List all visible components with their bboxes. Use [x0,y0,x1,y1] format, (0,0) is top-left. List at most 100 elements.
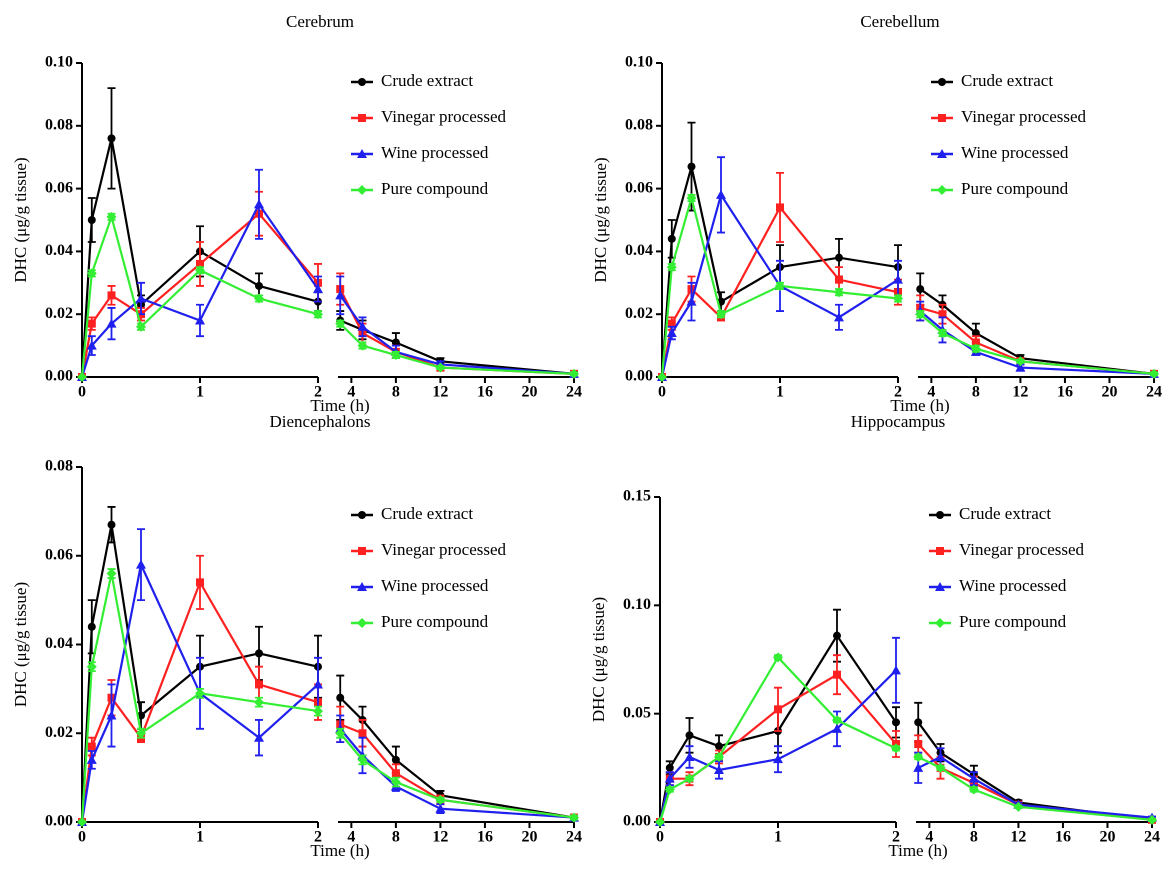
marker [357,582,367,591]
marker [715,742,723,751]
marker [391,769,400,778]
marker [313,284,323,294]
x-tick-label: 8 [392,384,400,401]
x-tick-label: 1 [196,829,204,846]
marker [891,743,901,754]
marker [775,280,785,291]
marker [87,622,96,631]
marker [335,318,346,329]
marker [391,338,400,347]
marker [136,559,146,569]
x-axis-label: Time (h) [888,841,947,860]
marker [773,754,783,764]
marker [254,293,264,304]
marker [936,547,944,555]
marker [195,265,205,276]
y-tick-label: 0.06 [45,179,73,196]
y-tick-label: 0.04 [625,242,653,259]
marker [714,765,724,774]
marker [435,794,446,805]
series-line [919,310,1155,375]
x-tick-label: 4 [925,829,933,846]
x-tick-label: 0 [78,829,86,846]
marker [357,321,368,331]
marker [390,777,401,788]
marker [106,568,117,579]
marker [938,78,946,86]
x-tick-label: 0 [656,829,664,846]
marker [1015,362,1026,372]
marker [357,754,368,765]
marker [835,253,843,262]
marker [77,817,87,827]
marker [313,309,323,320]
y-tick-label: 0.00 [625,368,653,385]
marker [106,318,117,328]
marker [833,670,841,679]
marker [684,773,695,784]
marker [935,582,945,591]
marker [87,216,96,224]
y-tick-label: 0.06 [45,546,73,563]
marker [254,732,264,742]
marker [938,114,946,122]
marker [776,203,784,212]
marker [335,728,346,739]
y-tick-label: 0.04 [45,242,73,259]
marker [970,343,981,354]
marker [667,234,676,243]
x-tick-label: 16 [1057,384,1073,401]
y-axis-label: DHC (μg/g tissue) [589,597,608,722]
legend-label: Pure compound [381,179,489,198]
marker [136,293,146,303]
legend-label: Wine processed [961,143,1069,162]
marker [335,290,346,300]
marker [254,199,264,209]
y-tick-label: 0.02 [625,305,653,322]
marker [686,193,697,204]
y-tick-label: 0.00 [45,368,73,385]
legend-label: Vinegar processed [959,540,1085,559]
marker [107,291,116,300]
x-tick-label: 2 [314,384,322,401]
marker [255,649,263,658]
series-line [919,313,1155,375]
marker [86,754,97,764]
marker [254,697,264,708]
legend-label: Wine processed [959,576,1067,595]
legend-label: Vinegar processed [961,107,1087,126]
marker [935,762,946,773]
marker [913,762,924,772]
x-tick-label: 20 [521,829,537,846]
legend-label: Wine processed [381,143,489,162]
marker [106,710,117,720]
marker [390,350,401,361]
marker [833,631,841,640]
marker [657,372,667,382]
x-axis-label: Time (h) [310,396,369,415]
marker [357,149,367,158]
x-tick-label: 4 [347,829,355,846]
x-tick-label: 2 [892,829,900,846]
marker [893,274,903,284]
marker [936,511,944,519]
legend-label: Pure compound [381,612,489,631]
series-line [919,288,1155,375]
marker [968,784,979,795]
marker [935,618,945,628]
marker [937,185,947,195]
marker [136,321,146,332]
marker [666,262,677,273]
x-tick-label: 24 [1146,384,1162,401]
marker [196,578,204,587]
x-tick-label: 20 [521,384,537,401]
x-tick-label: 16 [477,829,493,846]
y-tick-label: 0.15 [623,488,651,505]
marker [195,688,205,699]
x-tick-label: 12 [1012,384,1028,401]
marker [1147,814,1157,825]
x-tick-label: 1 [776,384,784,401]
marker [714,752,724,762]
marker [435,362,446,373]
